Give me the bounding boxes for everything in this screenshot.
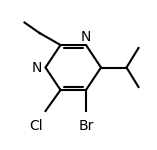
Text: N: N — [81, 30, 91, 44]
Text: N: N — [32, 60, 42, 75]
Text: Cl: Cl — [30, 119, 43, 133]
Text: Br: Br — [78, 119, 94, 133]
